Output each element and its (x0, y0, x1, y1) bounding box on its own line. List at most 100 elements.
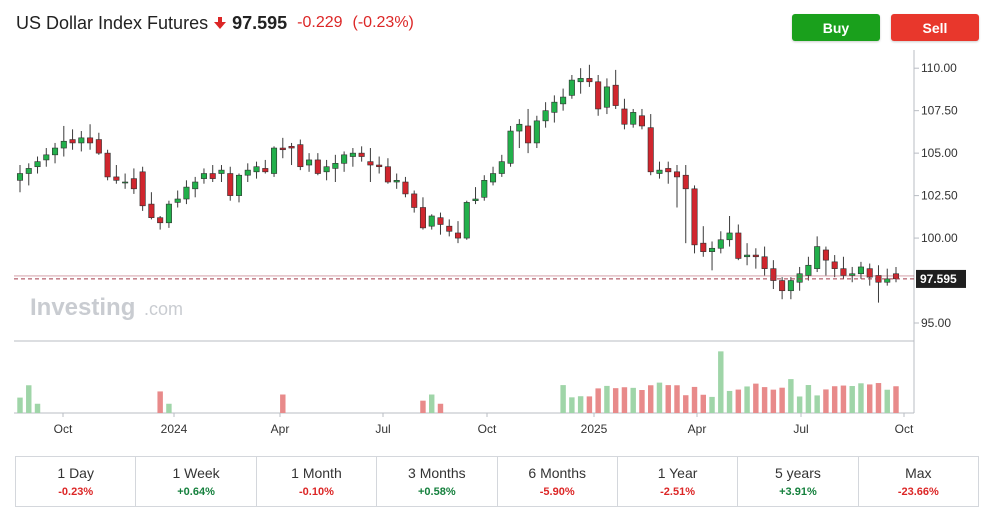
candle-body-up (787, 280, 794, 292)
sell-button[interactable]: Sell (891, 14, 979, 41)
period-label: Max (905, 465, 932, 481)
candle-body-up (849, 273, 856, 276)
candle (481, 175, 488, 201)
quote-header: US Dollar Index Futures 97.595 -0.229 (-… (16, 11, 414, 35)
volume-bar (656, 382, 663, 413)
candle-body-up (25, 168, 32, 174)
volume-bar (796, 396, 803, 413)
candle (157, 215, 164, 230)
candle-body-down (525, 125, 532, 144)
candle (87, 124, 94, 150)
volume-bar (665, 385, 671, 413)
candle (612, 69, 619, 109)
candle-body-up (349, 152, 356, 157)
candle-body-up (498, 161, 505, 174)
candle-body-up (516, 123, 523, 132)
candle-body-down (376, 164, 383, 168)
candle-body-down (673, 171, 681, 178)
candle-body-up (568, 79, 575, 96)
candle-body-up (630, 112, 637, 125)
instrument-title: US Dollar Index Futures (16, 12, 209, 33)
volume-bar (823, 389, 829, 413)
volume-bar (437, 403, 444, 413)
volume-bar (674, 385, 680, 413)
volume-bar (648, 385, 654, 413)
buy-button[interactable]: Buy (792, 14, 880, 41)
candle (60, 125, 67, 157)
candle (735, 224, 742, 261)
period-change: +0.58% (418, 486, 456, 498)
period-1-day[interactable]: 1 Day -0.23% (16, 457, 137, 506)
candle (866, 263, 873, 286)
candle-body-up (271, 147, 278, 174)
candle (884, 268, 891, 286)
candle (113, 165, 120, 184)
candle-body-down (665, 168, 672, 173)
period-label: 1 Week (172, 465, 220, 481)
x-tick-label: Apr (688, 422, 707, 436)
candle-body-down (752, 254, 759, 258)
period-label: 1 Month (291, 465, 342, 481)
candle (130, 168, 137, 194)
current-price-label: 97.595 (920, 272, 957, 286)
candle-body-down (612, 84, 619, 106)
candle (323, 159, 330, 181)
period-max[interactable]: Max -23.66% (859, 457, 978, 506)
candle-body-up (323, 166, 330, 173)
candle-body-down (761, 256, 768, 269)
candle (297, 139, 304, 171)
price-chart[interactable]: Investing .com 110.00 107.50 105.00 102.50 1… (0, 48, 988, 448)
volume-bar (683, 395, 689, 413)
price-change: -0.229 (297, 14, 343, 31)
period-change: +3.91% (779, 486, 817, 498)
candle (367, 148, 374, 183)
candle (665, 161, 672, 184)
candle (376, 156, 383, 174)
period-change: -0.23% (58, 486, 94, 498)
candle-body-down (419, 207, 426, 229)
period-3-months[interactable]: 3 Months +0.58% (377, 457, 498, 506)
candlestick-chart[interactable]: Investing .com 110.00 107.50 105.00 102.50 1… (0, 48, 988, 448)
candle (428, 214, 435, 230)
candle (822, 246, 829, 276)
volume-bar (577, 396, 584, 413)
period-change: -0.10% (299, 486, 334, 498)
candle-body-up (577, 78, 584, 83)
period-label: 5 years (774, 465, 821, 481)
volume-bar (770, 389, 777, 413)
period-1-year[interactable]: 1 Year -2.51% (618, 457, 739, 506)
y-tick-label: 100.00 (921, 231, 958, 245)
candle-body-up (122, 181, 129, 184)
period-6-months[interactable]: 6 Months -5.90% (498, 457, 618, 506)
volume-bar (893, 386, 899, 413)
candle-body-down (621, 108, 628, 125)
period-1-month[interactable]: 1 Month -0.10% (257, 457, 378, 506)
candle-body-down (437, 217, 444, 225)
candle-body-up (490, 173, 497, 183)
candle-body-up (235, 174, 243, 196)
candle-body-up (244, 169, 251, 176)
candle-body-up (717, 239, 724, 249)
volume-bar (867, 384, 873, 413)
candle (560, 88, 567, 111)
candle (682, 165, 689, 244)
period-5-years[interactable]: 5 years +3.91% (738, 457, 859, 506)
candle (52, 142, 59, 164)
candle (454, 221, 462, 244)
candle-body-down (647, 127, 654, 173)
candle (638, 108, 645, 130)
candle (726, 215, 733, 247)
candle (673, 165, 681, 208)
period-1-week[interactable]: 1 Week +0.64% (136, 457, 257, 506)
candle-body-down (209, 173, 216, 179)
candle (542, 102, 549, 128)
candle-body-up (78, 137, 85, 144)
candle (805, 256, 812, 281)
candle (358, 146, 365, 162)
volume-bar (34, 403, 41, 413)
period-label: 3 Months (408, 465, 466, 481)
candle (568, 74, 575, 99)
volume-bar (560, 385, 566, 413)
candle (516, 119, 523, 149)
candle (314, 153, 321, 176)
